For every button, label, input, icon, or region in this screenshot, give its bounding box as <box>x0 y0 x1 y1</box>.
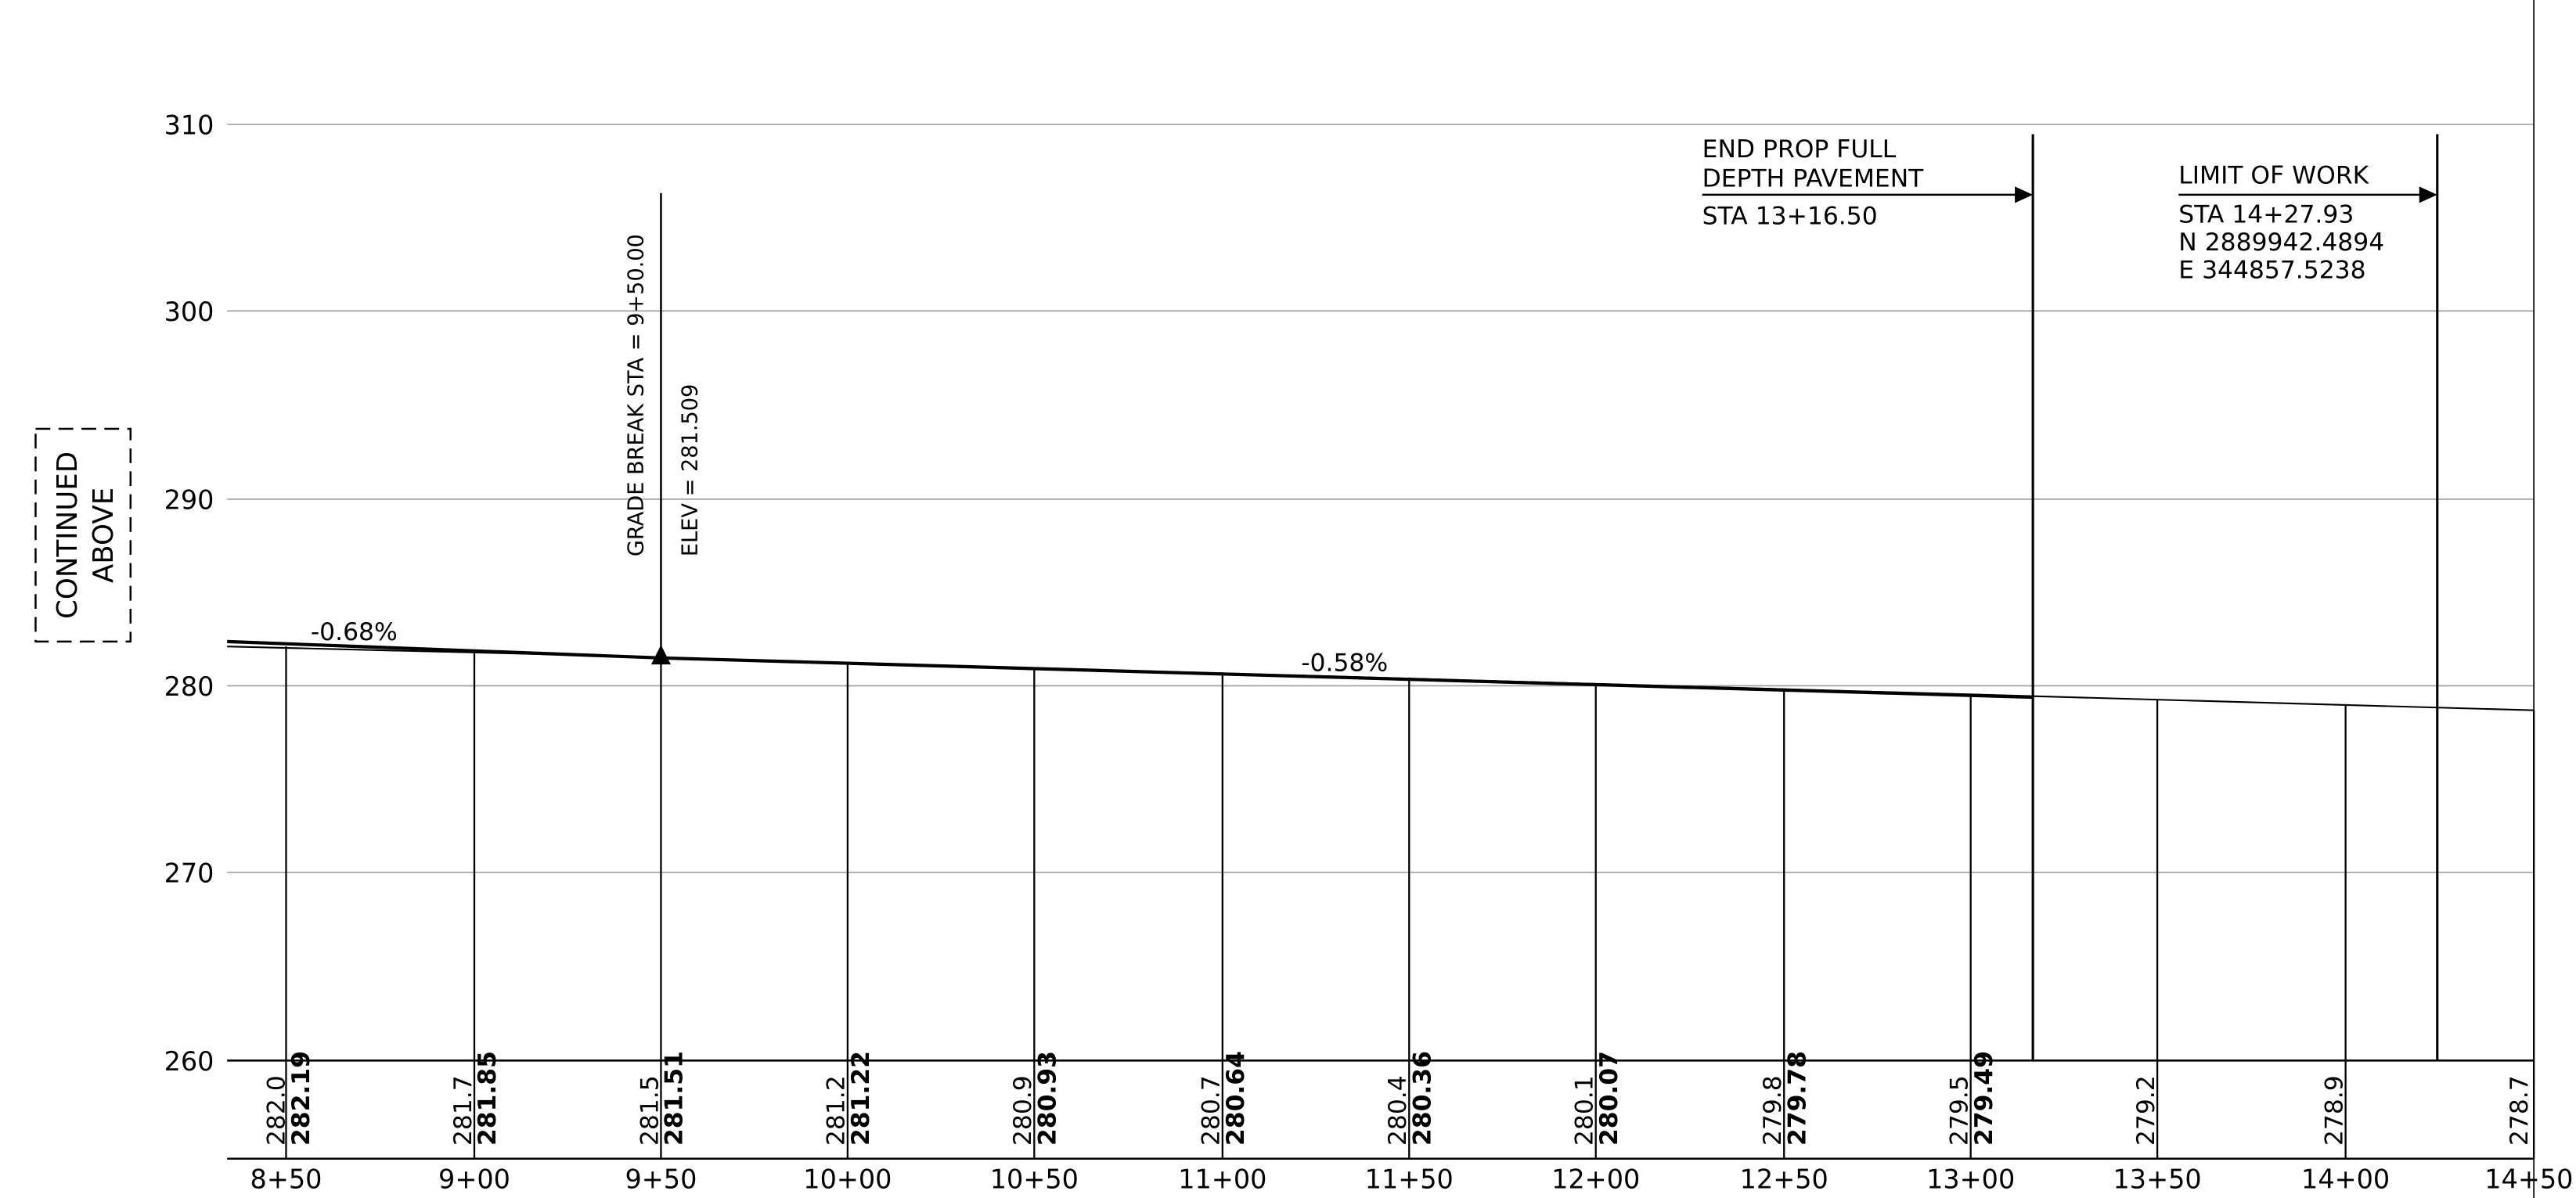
station-label: 8+50 <box>250 1164 322 1194</box>
proposed-elevation: 279.78 <box>1783 1051 1811 1146</box>
continued-above-frame <box>34 427 132 643</box>
station-label: 13+00 <box>1926 1164 2015 1194</box>
existing-elevation: 278.7 <box>2506 1075 2534 1146</box>
continued-above-box: CONTINUED ABOVE <box>34 427 132 643</box>
station-label: 14+00 <box>2301 1164 2390 1194</box>
slope-label-right: -0.58% <box>1301 649 1388 678</box>
existing-elevation: 280.1 <box>1571 1075 1599 1146</box>
existing-elevation: 278.9 <box>2320 1075 2348 1146</box>
existing-elevation: 281.5 <box>636 1075 664 1146</box>
station-label: 9+00 <box>438 1164 510 1194</box>
proposed-elevation: 280.36 <box>1408 1051 1436 1146</box>
station-label: 14+50 <box>2484 1164 2573 1194</box>
grade-break-elevation: ELEV = 281.509 <box>678 384 702 556</box>
elevation-label: 270 <box>164 858 214 888</box>
station-label: 12+50 <box>1740 1164 1828 1194</box>
existing-elevation: 279.8 <box>1759 1075 1787 1146</box>
end-pavement-title-2: DEPTH PAVEMENT <box>1702 164 1925 192</box>
station-label: 12+00 <box>1551 1164 1640 1194</box>
existing-elevation: 280.9 <box>1009 1075 1037 1146</box>
slope-label-left: -0.68% <box>311 618 398 646</box>
proposed-elevation: 282.19 <box>287 1051 315 1146</box>
end-pavement-station: STA 13+16.50 <box>1702 203 1878 231</box>
limit-of-work-station: STA 14+27.93 <box>2178 200 2354 228</box>
station-label: 10+50 <box>990 1164 1079 1194</box>
limit-of-work-easting: E 344857.5238 <box>2178 257 2365 285</box>
limit-of-work-arrow <box>2419 186 2437 203</box>
elevation-label: 280 <box>164 671 214 702</box>
existing-elevation: 281.2 <box>823 1075 851 1146</box>
grade-break-arrow <box>650 645 671 665</box>
proposed-elevation: 281.51 <box>661 1051 689 1146</box>
proposed-elevation: 281.22 <box>847 1051 875 1146</box>
limit-of-work-title: LIMIT OF WORK <box>2178 161 2369 189</box>
elevation-axis: 310 300 290 280 270 260 <box>164 110 2535 1077</box>
existing-elevation: 279.2 <box>2132 1075 2160 1146</box>
elevation-values: 282.0 282.19 281.7 281.85 281.5 281.51 2… <box>262 1051 2533 1146</box>
end-pavement-title-1: END PROP FULL <box>1702 135 1897 164</box>
existing-elevation: 281.7 <box>449 1075 477 1146</box>
station-drop-lines <box>285 646 2535 1159</box>
elevation-label: 290 <box>164 484 214 515</box>
proposed-elevation: 279.49 <box>1970 1051 1998 1146</box>
grade-break-callout: GRADE BREAK STA = 9+50.00 ELEV = 281.509 <box>624 192 702 665</box>
continued-label: CONTINUED <box>52 451 84 619</box>
limit-of-work-northing: N 2889942.4894 <box>2178 228 2384 257</box>
station-axis: 8+50 9+00 9+50 10+00 10+50 11+00 11+50 1… <box>227 1157 2573 1194</box>
station-label: 13+50 <box>2113 1164 2202 1194</box>
end-pavement-callout: END PROP FULL DEPTH PAVEMENT STA 13+16.5… <box>1702 134 2034 1061</box>
station-label: 11+50 <box>1365 1164 1454 1194</box>
proposed-elevation: 280.64 <box>1222 1051 1250 1146</box>
proposed-elevation: 280.07 <box>1595 1051 1623 1146</box>
station-label: 10+00 <box>803 1164 892 1194</box>
station-label: 9+50 <box>625 1164 697 1194</box>
proposed-elevation: 281.85 <box>474 1051 502 1146</box>
existing-elevation: 280.7 <box>1198 1075 1226 1146</box>
elevation-label: 300 <box>164 297 214 327</box>
elevation-label: 260 <box>164 1046 214 1077</box>
station-label: 11+00 <box>1178 1164 1266 1194</box>
elevation-label: 310 <box>164 110 214 141</box>
above-label: ABOVE <box>88 487 120 583</box>
proposed-elevation: 280.93 <box>1034 1051 1062 1146</box>
grade-break-station: GRADE BREAK STA = 9+50.00 <box>624 234 648 556</box>
existing-elevation: 282.0 <box>262 1075 290 1146</box>
end-pavement-arrow <box>2015 186 2034 203</box>
proposed-grade-line <box>227 639 2034 700</box>
existing-elevation: 280.4 <box>1384 1075 1412 1146</box>
limit-of-work-callout: LIMIT OF WORK STA 14+27.93 N 2889942.489… <box>2178 134 2439 1061</box>
existing-elevation: 279.5 <box>1945 1075 1973 1146</box>
